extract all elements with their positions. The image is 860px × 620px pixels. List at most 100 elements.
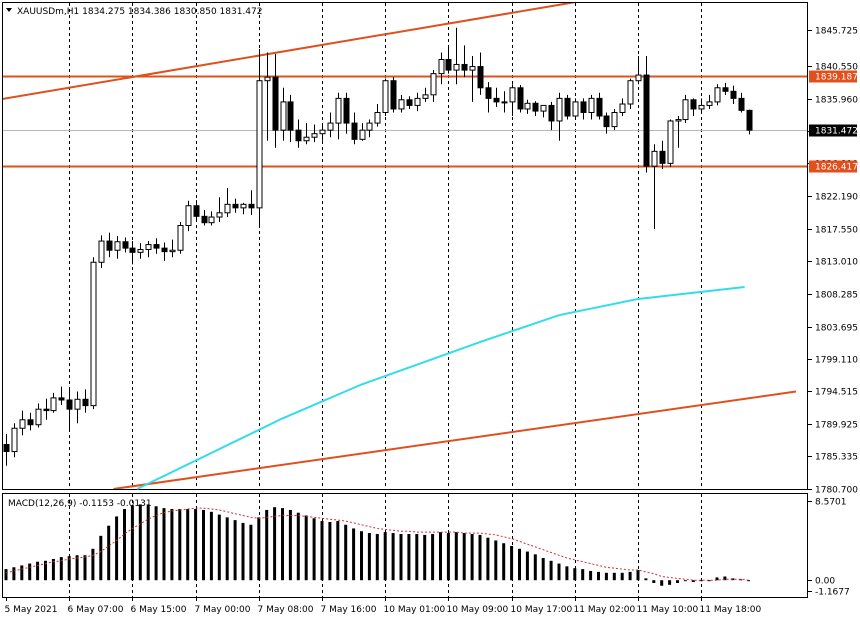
candle xyxy=(493,87,500,107)
macd-bar xyxy=(304,515,308,581)
candle-body-bull xyxy=(280,101,287,131)
candle-body-bull xyxy=(11,427,18,453)
time-axis: 5 May 2021 6 May 07:00 6 May 15:00 7 May 00… xyxy=(5,597,761,615)
candle-body-bear xyxy=(232,203,239,209)
candle-body-bull xyxy=(588,97,595,113)
macd-bar xyxy=(739,579,743,581)
price-tick-label: 1785.335 xyxy=(815,453,858,463)
time-tick-label: 5 May 2021 xyxy=(5,605,58,615)
candle xyxy=(137,243,144,259)
macd-bar xyxy=(257,517,261,581)
candle xyxy=(603,112,610,134)
candle-body-bull xyxy=(611,111,618,128)
candle xyxy=(635,55,642,85)
macd-bar xyxy=(747,580,751,582)
candle xyxy=(319,123,326,141)
macd-bar xyxy=(597,571,600,581)
macd-bar xyxy=(107,525,111,581)
candle xyxy=(517,84,524,113)
candles xyxy=(3,27,753,466)
macd-bar xyxy=(288,509,292,581)
candle xyxy=(311,124,318,143)
macd-bar xyxy=(391,533,395,581)
macd-bar xyxy=(620,572,624,581)
price-tick-label: 1803.695 xyxy=(815,324,858,334)
candle xyxy=(58,386,65,405)
level-price-tag-text: 1826.417 xyxy=(815,163,858,173)
candle-body-bear xyxy=(122,241,129,249)
candle-body-bull xyxy=(319,129,326,135)
macd-bar xyxy=(186,509,190,581)
candle-body-bull xyxy=(19,419,26,429)
time-tick-label: 7 May 00:00 xyxy=(195,605,251,615)
candle xyxy=(224,188,231,218)
candle xyxy=(461,45,468,78)
candle xyxy=(90,257,97,410)
macd-bar xyxy=(170,509,174,581)
candle xyxy=(287,94,294,143)
candle-body-bear xyxy=(406,99,413,106)
candle xyxy=(746,109,753,135)
current-price-tag-text: 1831.472 xyxy=(815,127,858,137)
candle-body-bull xyxy=(216,212,223,218)
candle xyxy=(27,412,34,431)
macd-bar xyxy=(360,531,363,581)
macd-bar xyxy=(683,580,687,582)
candle-body-bull xyxy=(240,203,247,209)
trend-line[interactable] xyxy=(2,0,587,100)
candle-body-bull xyxy=(335,97,342,124)
macd-caption: MACD(12,26,9) -0.1153 -0.0131 xyxy=(8,499,152,509)
candle xyxy=(390,77,397,113)
moving-average-line[interactable] xyxy=(136,286,745,490)
candle-body-bear xyxy=(248,203,255,209)
macd-bar xyxy=(541,558,545,581)
candle-body-bear xyxy=(738,97,745,111)
macd-bar xyxy=(423,534,427,581)
candle-body-bear xyxy=(295,129,302,142)
trend-lines[interactable] xyxy=(2,0,797,489)
candle xyxy=(50,392,57,413)
candle-body-bull xyxy=(627,80,634,105)
macd-bar xyxy=(399,533,403,581)
candle xyxy=(556,92,563,141)
candle xyxy=(3,433,10,466)
macd-signal-line xyxy=(5,507,749,581)
trend-line[interactable] xyxy=(113,390,797,489)
candle xyxy=(414,92,421,112)
macd-window[interactable]: MACD(12,26,9) -0.1153 -0.0131 xyxy=(2,493,808,598)
caret-down-icon[interactable] xyxy=(6,8,12,12)
candle-body-bear xyxy=(603,115,610,128)
candle xyxy=(690,98,697,117)
candle-body-bear xyxy=(643,74,650,167)
candle-body-bull xyxy=(524,102,531,110)
macd-bar xyxy=(431,533,435,581)
candle-body-bull xyxy=(114,241,121,251)
candle xyxy=(280,87,287,141)
candle-body-bull xyxy=(651,150,658,167)
macd-bar xyxy=(20,565,24,581)
candle-body-bull xyxy=(682,99,689,121)
price-tick-label: 1817.550 xyxy=(815,226,858,236)
candle-body-bear xyxy=(517,87,524,110)
macd-bar xyxy=(699,580,703,582)
price-tick-label: 1840.550 xyxy=(815,63,858,73)
candle xyxy=(596,92,603,120)
candle-body-bear xyxy=(161,247,168,253)
candle xyxy=(643,55,650,173)
candle-body-bear xyxy=(485,87,492,99)
candle xyxy=(208,211,215,226)
candle xyxy=(722,82,729,95)
macd-bar xyxy=(91,548,95,581)
candle-body-bear xyxy=(548,104,555,122)
macd-bar xyxy=(352,528,356,581)
macd-bar xyxy=(138,504,142,581)
price-window[interactable]: XAUUSDm,H1 1834.275 1834.386 1830.850 18… xyxy=(2,0,808,490)
candle-body-bear xyxy=(746,109,753,131)
candle xyxy=(548,101,555,131)
candle-body-bull xyxy=(501,101,508,104)
candle-body-bear xyxy=(461,63,468,71)
macd-bar xyxy=(83,555,87,581)
candle xyxy=(272,53,279,148)
candle-body-bull xyxy=(556,97,563,122)
